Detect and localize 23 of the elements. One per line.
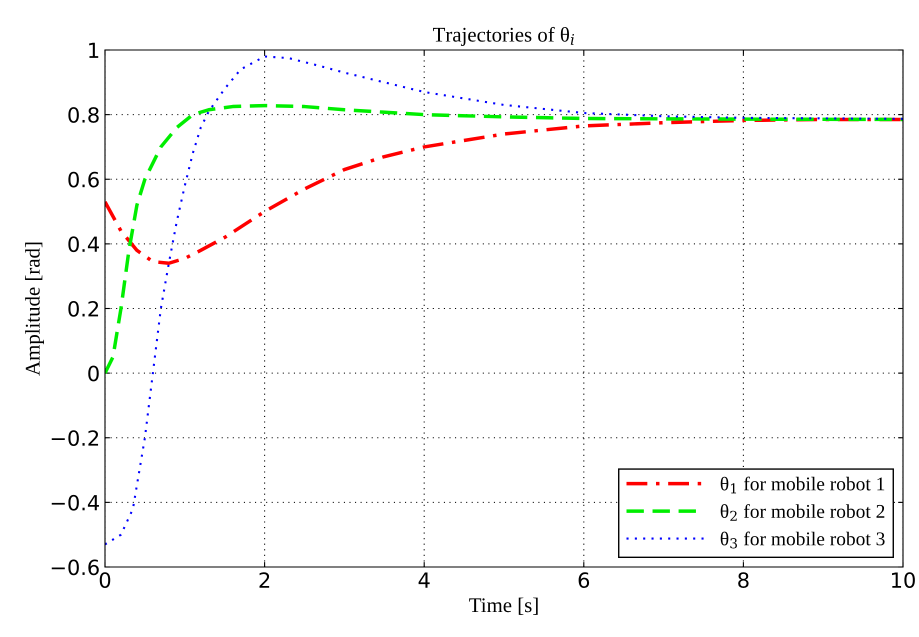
x-tick-label: 8	[738, 572, 749, 588]
y-tick-label: −0.6	[52, 559, 99, 576]
line-series	[105, 104, 903, 375]
y-tick-label: 1	[89, 42, 98, 58]
y-tick-label: 0.8	[68, 107, 99, 123]
y-axis-title: Amplitude [rad]	[25, 242, 44, 376]
legend-label: θ$_{1}$ for mobile robot 1	[720, 476, 884, 494]
y-tick-label: 0	[88, 366, 99, 382]
line-series	[105, 118, 903, 265]
y-tick-label: −0.4	[52, 494, 99, 511]
x-axis-title: Time [s]	[469, 598, 538, 615]
x-tick-label: 0	[100, 572, 110, 588]
legend-label: θ$_{3}$ for mobile robot 3	[720, 532, 885, 548]
legend-label: θ$_{2}$ for mobile robot 2	[720, 504, 884, 521]
x-tick-label: 2	[260, 572, 270, 588]
y-tick-label: 0.4	[68, 236, 99, 252]
y-tick-label: −0.2	[52, 430, 98, 446]
y-tick-label: 0.2	[68, 300, 98, 317]
x-tick-label: 10	[892, 572, 915, 588]
chart-title: Trajectories of θ$_{i}$	[433, 26, 574, 46]
x-tick-label: 4	[418, 572, 430, 588]
x-tick-label: 6	[578, 572, 590, 588]
y-tick-label: 0.6	[68, 172, 99, 188]
